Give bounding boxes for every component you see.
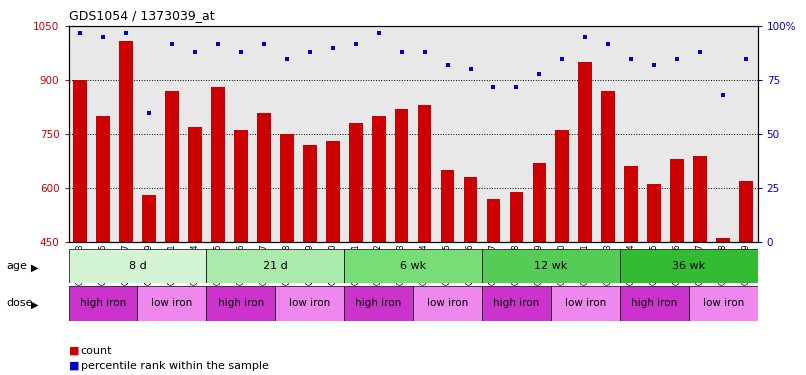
Point	[740, 56, 753, 62]
Bar	[579, 62, 592, 242]
Point	[143, 110, 156, 116]
Point	[119, 30, 132, 36]
Text: GDS1054 / 1373039_at: GDS1054 / 1373039_at	[69, 9, 214, 22]
Text: dose: dose	[6, 298, 33, 308]
Bar	[509, 192, 523, 242]
Text: 21 d: 21 d	[263, 261, 288, 271]
Point	[165, 40, 178, 46]
Text: ▶: ▶	[31, 300, 38, 310]
Bar	[482, 286, 551, 321]
Text: low iron: low iron	[289, 298, 330, 308]
Bar	[326, 141, 339, 242]
Bar	[137, 286, 206, 321]
Text: low iron: low iron	[427, 298, 468, 308]
Text: ■: ■	[69, 361, 82, 370]
Text: 36 wk: 36 wk	[672, 261, 705, 271]
Bar	[533, 163, 546, 242]
Text: low iron: low iron	[565, 298, 606, 308]
Bar	[717, 238, 730, 242]
Bar	[344, 249, 482, 283]
Bar	[344, 286, 413, 321]
Point	[395, 49, 408, 55]
Point	[441, 62, 454, 68]
Point	[648, 62, 661, 68]
Bar	[620, 286, 688, 321]
Point	[235, 49, 247, 55]
Text: count: count	[81, 346, 112, 355]
Text: percentile rank within the sample: percentile rank within the sample	[81, 361, 268, 370]
Point	[211, 40, 224, 46]
Bar	[188, 127, 202, 242]
Point	[349, 40, 362, 46]
Bar	[206, 286, 276, 321]
Bar	[96, 116, 110, 242]
Bar	[69, 286, 137, 321]
Point	[717, 92, 729, 98]
Text: low iron: low iron	[703, 298, 744, 308]
Bar	[395, 109, 409, 242]
Text: low iron: low iron	[152, 298, 193, 308]
Point	[579, 34, 592, 40]
Point	[533, 70, 546, 77]
Bar	[211, 87, 225, 242]
Text: high iron: high iron	[493, 298, 539, 308]
Text: age: age	[6, 261, 27, 271]
Text: high iron: high iron	[218, 298, 264, 308]
Point	[625, 56, 638, 62]
Bar	[551, 286, 620, 321]
Bar	[165, 91, 179, 242]
Point	[326, 45, 339, 51]
Bar	[119, 40, 133, 242]
Bar	[647, 184, 661, 242]
Bar	[69, 249, 206, 283]
Point	[487, 84, 500, 90]
Bar	[693, 156, 707, 242]
Bar	[482, 249, 620, 283]
Bar	[234, 130, 247, 242]
Bar	[413, 286, 482, 321]
Bar	[257, 112, 271, 242]
Bar	[601, 91, 615, 242]
Bar	[276, 286, 344, 321]
Bar	[142, 195, 156, 242]
Point	[372, 30, 385, 36]
Text: ■: ■	[69, 346, 82, 355]
Point	[418, 49, 431, 55]
Bar	[671, 159, 684, 242]
Bar	[349, 123, 363, 242]
Bar	[487, 199, 501, 242]
Bar	[418, 105, 431, 242]
Text: high iron: high iron	[631, 298, 677, 308]
Text: high iron: high iron	[355, 298, 401, 308]
Text: 12 wk: 12 wk	[534, 261, 567, 271]
Bar	[688, 286, 758, 321]
Point	[303, 49, 316, 55]
Bar	[625, 166, 638, 242]
Text: high iron: high iron	[80, 298, 126, 308]
Point	[97, 34, 110, 40]
Bar	[555, 130, 569, 242]
Point	[602, 40, 615, 46]
Bar	[739, 181, 753, 242]
Bar	[463, 177, 477, 242]
Point	[510, 84, 523, 90]
Text: ▶: ▶	[31, 262, 38, 272]
Point	[671, 56, 683, 62]
Bar	[303, 145, 317, 242]
Bar	[441, 170, 455, 242]
Point	[257, 40, 270, 46]
Point	[189, 49, 202, 55]
Text: 8 d: 8 d	[128, 261, 147, 271]
Point	[694, 49, 707, 55]
Text: 6 wk: 6 wk	[400, 261, 426, 271]
Bar	[206, 249, 344, 283]
Point	[556, 56, 569, 62]
Bar	[620, 249, 758, 283]
Bar	[280, 134, 293, 242]
Point	[73, 30, 86, 36]
Point	[280, 56, 293, 62]
Bar	[73, 80, 87, 242]
Point	[464, 66, 477, 72]
Bar	[372, 116, 385, 242]
